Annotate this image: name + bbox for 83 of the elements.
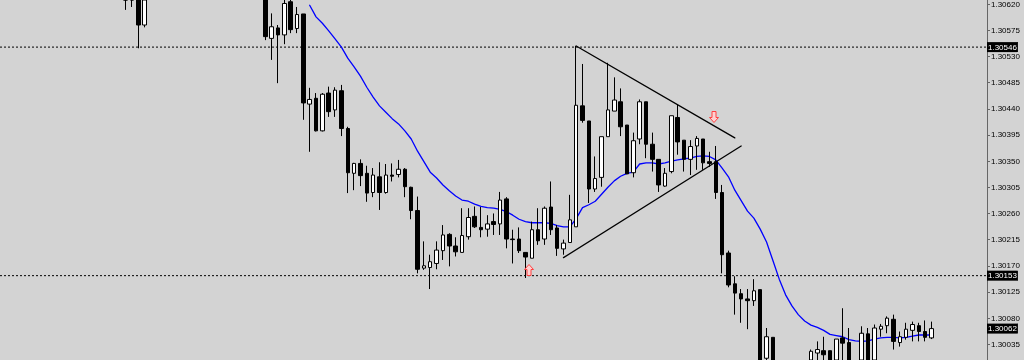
candlestick [517, 226, 521, 254]
candlestick [352, 162, 356, 191]
candlestick [441, 224, 445, 261]
candlestick [580, 63, 585, 124]
y-tick-label: 1.30575 [991, 25, 1021, 35]
candlestick [745, 288, 750, 330]
candlestick [549, 180, 553, 236]
candlestick [587, 120, 591, 204]
candlestick [720, 184, 724, 274]
candlestick [358, 158, 363, 187]
candlestick [828, 350, 832, 360]
candlestick [758, 289, 762, 360]
candlestick [390, 162, 394, 182]
y-tick-label: 1.30260 [991, 208, 1021, 218]
candlestick [555, 224, 559, 257]
candlestick [599, 136, 604, 188]
candlestick [771, 336, 775, 360]
candlestick [384, 163, 388, 195]
y-tick-label: 1.30530 [991, 51, 1021, 61]
y-tick-label: 1.30125 [991, 287, 1021, 297]
y-tick-label: 1.30620 [991, 0, 1021, 9]
candlestick [631, 132, 636, 178]
y-tick-label: 1.30395 [991, 130, 1021, 140]
candlestick [396, 159, 401, 178]
candlestick [923, 319, 927, 342]
candlestick [859, 325, 864, 360]
candlestick [422, 240, 426, 271]
candlestick [542, 205, 547, 246]
candlestick [339, 84, 344, 137]
candlestick [764, 327, 769, 360]
candlestick [866, 327, 870, 360]
candlestick [434, 240, 439, 270]
y-tick-label: 1.30440 [991, 104, 1021, 114]
y-tick-label: 1.30350 [991, 156, 1021, 166]
text: 1.30062 [988, 324, 1018, 334]
candlestick [593, 155, 597, 193]
candlestick [663, 167, 667, 188]
candlestick [371, 167, 375, 198]
y-tick-label: 1.30305 [991, 182, 1021, 192]
candlestick [872, 324, 877, 360]
y-tick-label: 1.30035 [991, 339, 1021, 349]
candlestick [409, 186, 413, 220]
candlestick [346, 126, 350, 194]
candlestick [498, 191, 502, 236]
candlestick [917, 322, 921, 342]
candlestick [898, 331, 902, 348]
candlestick [929, 321, 934, 340]
candlestick [561, 239, 566, 256]
y-tick-label: 1.30170 [991, 261, 1021, 271]
candlestick [365, 165, 369, 203]
candlestick [682, 139, 686, 173]
candlestick [377, 161, 382, 211]
candlestick [688, 139, 693, 176]
candlestick [695, 135, 699, 171]
candlestick [885, 315, 889, 334]
candlestick [891, 314, 896, 351]
candlestick [536, 207, 540, 246]
candlestick [295, 6, 299, 34]
candlestick [752, 278, 756, 307]
candlestick [910, 321, 915, 342]
candlestick [847, 327, 851, 360]
candlestick [637, 98, 642, 145]
candlestick [809, 349, 813, 360]
candlestick [707, 151, 712, 168]
candlestick [739, 288, 743, 324]
ref-line-label: 1.30546 [988, 42, 1018, 52]
candlestick [625, 124, 629, 175]
candlestick [530, 221, 534, 259]
candlestick [879, 323, 883, 338]
candlestick [460, 207, 464, 253]
ref-line-label: 1.30153 [988, 271, 1018, 281]
candlestick [314, 92, 318, 132]
y-tick-label: 1.30080 [991, 313, 1021, 323]
candlestick [733, 275, 737, 316]
y-tick-label: 1.30485 [991, 78, 1021, 88]
candlestick [479, 206, 483, 238]
candlestick [568, 194, 572, 244]
candlestick [403, 167, 407, 198]
candlestick [904, 322, 908, 341]
candlestick [644, 101, 648, 159]
candlestick [415, 196, 420, 274]
y-tick-label: 1.30215 [991, 235, 1021, 245]
candlestick [333, 86, 337, 118]
